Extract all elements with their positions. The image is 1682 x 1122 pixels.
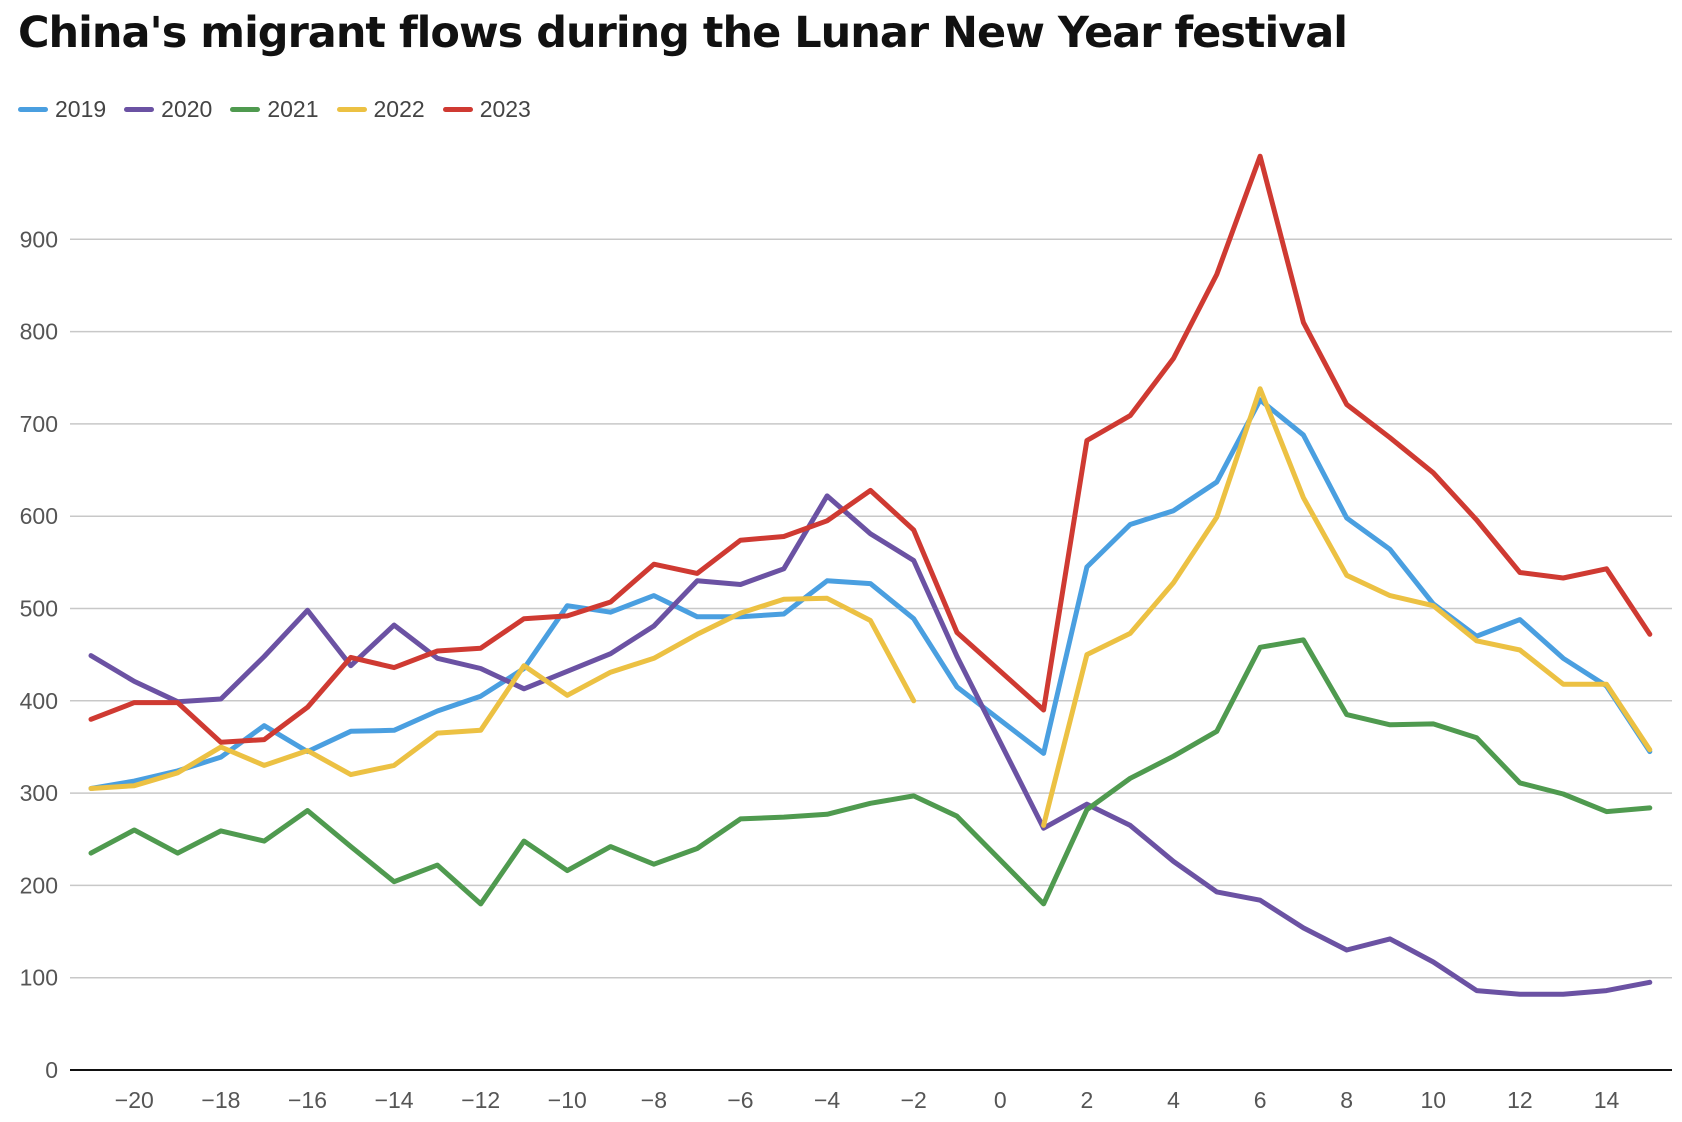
legend-label-2020: 2020 (161, 96, 213, 122)
series-line-2023 (88, 153, 1653, 745)
legend-item-2023: 2023 (442, 96, 531, 123)
y-tick-label: 100 (20, 965, 58, 991)
legend-swatch-2021 (230, 107, 261, 112)
x-tick-label: −4 (814, 1087, 840, 1113)
legend-swatch-2022 (336, 107, 367, 112)
x-tick-label: −12 (461, 1087, 500, 1113)
series-line-2021 (88, 637, 1653, 907)
legend-item-2019: 2019 (18, 96, 106, 123)
series-line-2022-part-1 (88, 595, 917, 791)
y-tick-label: 900 (20, 226, 58, 252)
x-tick-label: −6 (727, 1087, 753, 1113)
y-tick-label: 0 (45, 1057, 58, 1083)
x-tick-label: 0 (994, 1087, 1007, 1113)
x-tick-label: 14 (1594, 1087, 1620, 1113)
x-tick-label: −14 (375, 1087, 414, 1113)
x-axis-ticks: −20 −18 −16 −14 −12 −10 −8 −6 −4 −2 0 2 4 6 8 10 12 14 (115, 1087, 1620, 1113)
gridlines (70, 238, 1672, 979)
y-tick-label: 700 (20, 411, 58, 437)
y-axis-ticks: 0 100 200 300 400 500 600 700 800 900 (20, 226, 58, 1083)
y-tick-label: 600 (20, 503, 58, 529)
x-tick-label: −20 (115, 1087, 154, 1113)
y-tick-label: 400 (20, 688, 58, 714)
legend-label-2022: 2022 (373, 96, 425, 122)
legend-swatch-2023 (442, 107, 473, 112)
legend-swatch-2019 (18, 107, 48, 112)
y-tick-label: 300 (20, 780, 58, 806)
x-tick-label: −2 (901, 1087, 927, 1113)
legend-item-2021: 2021 (230, 96, 319, 123)
x-tick-label: 8 (1340, 1087, 1353, 1113)
series-lines (88, 153, 1653, 997)
series-line-2022-part-2 (1041, 386, 1653, 828)
x-tick-label: −8 (641, 1087, 667, 1113)
y-tick-label: 500 (20, 596, 58, 622)
legend-label-2023: 2023 (479, 96, 531, 122)
chart-title: China's migrant flows during the Lunar N… (18, 8, 1348, 58)
y-tick-label: 200 (20, 872, 58, 898)
chart-legend: 2019 2020 2021 2022 2023 (18, 96, 549, 123)
x-tick-label: 6 (1254, 1087, 1267, 1113)
legend-label-2019: 2019 (55, 96, 107, 122)
x-tick-label: −18 (201, 1087, 240, 1113)
series-line-2020 (88, 493, 1653, 997)
x-tick-label: 12 (1507, 1087, 1533, 1113)
legend-item-2020: 2020 (124, 96, 212, 123)
x-tick-label: 4 (1167, 1087, 1180, 1113)
series-line-2019 (88, 397, 1653, 791)
x-tick-label: −10 (548, 1087, 587, 1113)
x-tick-label: 10 (1421, 1087, 1447, 1113)
legend-label-2021: 2021 (267, 96, 319, 122)
legend-item-2022: 2022 (336, 96, 425, 123)
legend-swatch-2020 (124, 107, 155, 112)
x-tick-label: 2 (1081, 1087, 1094, 1113)
x-tick-label: −16 (288, 1087, 327, 1113)
y-tick-label: 800 (20, 319, 58, 345)
